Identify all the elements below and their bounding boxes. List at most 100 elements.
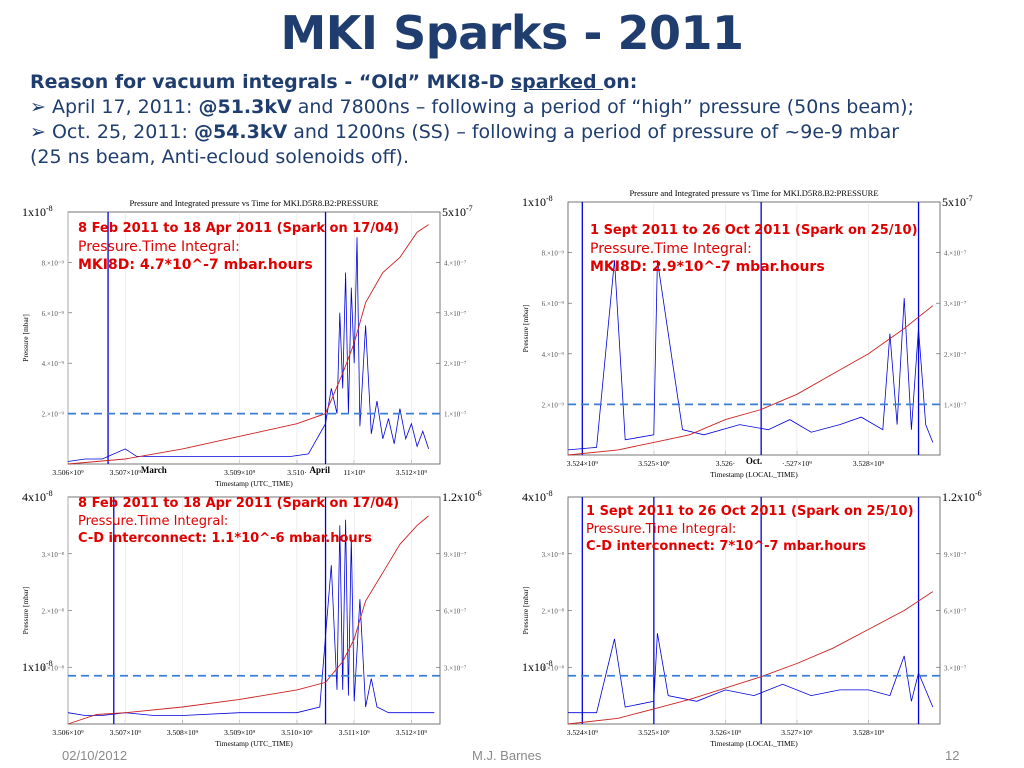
chart-1-corner-left-label: 1x10-8 [522, 194, 553, 209]
chart-3-ytick-label: 2.×10⁻⁸ [542, 608, 565, 616]
chart-1-annotation-value: MKI8D: 2.9*10^-7 mbar.hours [590, 259, 825, 276]
chart-1-ytick-label: 2.×10⁻⁹ [542, 401, 565, 409]
chart-svg: Pressure and Integrated pressure vs Time… [21, 198, 467, 488]
intro-lead-underlined: sparked [510, 71, 604, 93]
intro-text: Reason for vacuum integrals - “Old” MKI8… [30, 70, 1010, 170]
chart-0-pressure-series [67, 237, 429, 462]
chart-0-y2tick-label: 1.×10⁻⁷ [444, 411, 467, 419]
chart-svg: Pressure [mbar] Timestamp (LOCAL_TIME) 3.5… [521, 496, 967, 748]
chart-2-corner-mid-label: 1x10-8 [22, 659, 53, 675]
chart-0-ytick-label: 8.×10⁻⁹ [42, 259, 65, 267]
chart-3-xtick-label: 3.524×10⁹ [567, 728, 599, 737]
chart-3-xlabel: Timestamp (LOCAL_TIME) [710, 739, 798, 748]
bullet-october-voltage: @54.3kV [193, 121, 288, 143]
chart-1-annotation-header: 1 Sept 2011 to 26 Oct 2011 (Spark on 25/… [590, 223, 918, 238]
chart-1-ytick-label: 8.×10⁻⁹ [542, 250, 565, 258]
chart-0-xtick-label: 3.506×10⁹ [52, 468, 84, 477]
chart-3-y2tick-label: 6.×10⁻⁷ [944, 608, 967, 616]
chart-2-integral-series [67, 515, 429, 725]
chart-bottom-left: Pressure [mbar] Timestamp (UTC_TIME) 3.506… [0, 485, 510, 750]
chart-1-title: Pressure and Integrated pressure vs Time… [629, 188, 878, 198]
chart-2-ytick-label: 2.×10⁻⁸ [42, 608, 65, 616]
bullet-october: ➢ Oct. 25, 2011: @54.3kV and 1200ns (SS)… [30, 120, 1010, 145]
chart-1-pressure-series [567, 260, 934, 451]
slide-title: MKI Sparks - 2011 [280, 6, 744, 60]
chart-2-xtick-label: 3.509×10⁹ [224, 728, 256, 737]
chart-2-corner-left-label: 4x10-8 [22, 489, 53, 504]
chart-1-ytick-label: 6.×10⁻⁹ [542, 300, 565, 308]
bullet-october-pre: ➢ Oct. 25, 2011: [30, 121, 194, 143]
chart-1-ylabel: Pressure [mbar] [521, 305, 530, 353]
chart-0-y2tick-label: 3.×10⁻⁷ [444, 310, 467, 318]
chart-0-corner-left-label: 1x10-8 [22, 204, 53, 219]
chart-3-annotation: 1 Sept 2011 to 26 Oct 2011 (Spark on 25/… [586, 503, 914, 556]
bullet-october-continued: (25 ns beam, Anti-ecloud solenoids off). [30, 146, 409, 168]
chart-1-xtick-label: 3.524×10⁹ [567, 459, 599, 468]
chart-1-corner-right-label: 5x10-7 [942, 194, 973, 209]
chart-1-annotation-subtitle: Pressure.Time Integral: [590, 240, 752, 257]
chart-0-annotation: 8 Feb 2011 to 18 Apr 2011 (Spark on 17/0… [78, 220, 399, 275]
chart-2-ytick-label: 1.×10⁻⁸ [42, 664, 65, 672]
chart-1-xtick-label: 3.525×10⁹ [638, 459, 670, 468]
intro-lead-text: Reason for vacuum integrals - “Old” MKI8… [30, 71, 511, 93]
chart-2-ylabel: Pressure [mbar] [21, 587, 30, 635]
chart-2-annotation-header: 8 Feb 2011 to 18 Apr 2011 (Spark on 17/0… [78, 496, 400, 511]
chart-0-annotation-subtitle: Pressure.Time Integral: [78, 238, 240, 255]
chart-0-month-label: April [310, 465, 331, 475]
intro-lead: Reason for vacuum integrals - “Old” MKI8… [30, 70, 1010, 95]
chart-2-y2tick-label: 9.×10⁻⁷ [444, 551, 467, 559]
chart-2-pressure-series [67, 519, 435, 716]
chart-1-xtick-label: 3.528×10⁹ [853, 459, 885, 468]
chart-0-xtick-label: 3.512×10⁹ [396, 468, 428, 477]
chart-0-xtick-label: 3.507×10⁹ [110, 468, 142, 477]
chart-2-y2tick-label: 6.×10⁻⁷ [444, 608, 467, 616]
bullet-october-post: and 1200ns (SS) – following a period of … [287, 121, 900, 143]
bullet-april-post: and 7800ns – following a period of “high… [291, 96, 914, 118]
footer-page-number: 12 [945, 748, 960, 763]
footer-author: M.J. Barnes [472, 748, 542, 763]
chart-3-xtick-label: 3.528×10⁹ [853, 728, 885, 737]
chart-1-ytick-label: 4.×10⁻⁹ [542, 351, 565, 359]
chart-3-corner-right-label: 1.2x10-6 [942, 489, 982, 504]
chart-0-title: Pressure and Integrated pressure vs Time… [129, 198, 378, 208]
footer-date: 02/10/2012 [62, 748, 128, 763]
chart-3-integral-series [567, 591, 934, 725]
chart-2-xtick-label: 3.510×10⁹ [281, 728, 313, 737]
chart-0-integral-series [67, 224, 429, 465]
chart-1-y2tick-label: 4.×10⁻⁷ [944, 250, 967, 258]
chart-2-annotation-value: C-D interconnect: 1.1*10^-6 mbar.hours [78, 531, 372, 547]
chart-3-pressure-series [568, 633, 934, 714]
chart-0-ytick-label: 6.×10⁻⁹ [42, 310, 65, 318]
chart-1-month-label: Oct. [746, 456, 762, 466]
chart-0-xtick-label: 11×10⁹ [343, 468, 365, 477]
chart-3-ytick-label: 3.×10⁻⁸ [542, 551, 565, 559]
chart-3-annotation-value: C-D interconnect: 7*10^-7 mbar.hours [586, 539, 866, 555]
bullet-april: ➢ April 17, 2011: @51.3kV and 7800ns – f… [30, 95, 1010, 120]
chart-0-xlabel: Timestamp (UTC_TIME) [215, 479, 293, 488]
chart-1-xtick-label: 3.526· [716, 459, 735, 468]
chart-1-xlabel: Timestamp (LOCAL_TIME) [710, 470, 798, 479]
chart-top-right: Pressure and Integrated pressure vs Time… [510, 180, 1024, 485]
chart-1-y2tick-label: 2.×10⁻⁷ [944, 351, 967, 359]
chart-2-corner-right-label: 1.2x10-6 [442, 489, 482, 504]
chart-1-plot-frame [567, 201, 941, 456]
chart-2-xtick-label: 3.507×10⁹ [110, 728, 142, 737]
chart-1-y2tick-label: 3.×10⁻⁷ [944, 300, 967, 308]
chart-0-ylabel: Pressure [mbar] [21, 314, 30, 362]
chart-2-y2tick-label: 3.×10⁻⁷ [444, 664, 467, 672]
chart-3-ylabel: Pressure [mbar] [521, 587, 530, 635]
chart-1-integral-series [567, 305, 934, 456]
chart-2-ytick-label: 3.×10⁻⁸ [42, 551, 65, 559]
chart-3-y2tick-label: 3.×10⁻⁷ [944, 664, 967, 672]
chart-0-y2tick-label: 2.×10⁻⁷ [444, 360, 467, 368]
chart-3-plot-frame [567, 496, 941, 725]
chart-svg: Pressure [mbar] Timestamp (UTC_TIME) 3.506… [21, 496, 467, 748]
chart-top-left: Pressure and Integrated pressure vs Time… [0, 190, 510, 490]
chart-1-annotation: 1 Sept 2011 to 26 Oct 2011 (Spark on 25/… [590, 222, 918, 277]
chart-1-xtick-label: ·.527×10⁹ [782, 459, 812, 468]
chart-bottom-right: Pressure [mbar] Timestamp (LOCAL_TIME) 3.5… [510, 485, 1024, 750]
chart-0-y2tick-label: 4.×10⁻⁷ [444, 259, 467, 267]
bullet-april-voltage: @51.3kV [198, 96, 292, 118]
chart-3-xtick-label: 3.527×10⁹ [781, 728, 813, 737]
chart-0-xtick-label: 3.509×10⁹ [224, 468, 256, 477]
